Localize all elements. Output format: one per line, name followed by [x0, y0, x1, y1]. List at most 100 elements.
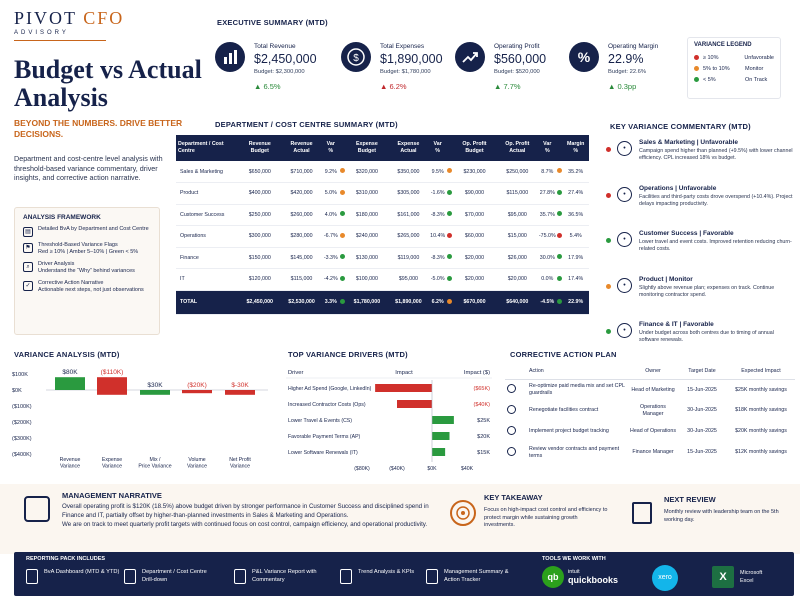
cell-m: 17.9%	[562, 247, 589, 269]
framework-title: ANALYSIS FRAMEWORK	[23, 214, 101, 221]
drilldown-icon	[124, 569, 136, 584]
action-icon	[507, 384, 516, 393]
col-impact-dollars: Impact ($)	[464, 370, 490, 376]
status-dot-icon	[446, 161, 453, 183]
status-dot-icon	[340, 211, 346, 217]
cell-rv: 4.0%	[321, 204, 340, 226]
action-icon	[507, 425, 516, 435]
cell-ea: $119,000	[388, 247, 429, 269]
cell-rv: 3.3%	[321, 290, 340, 315]
footer-item-label: Trend Analysis & KPIs	[358, 569, 415, 575]
red-dot-icon	[694, 55, 699, 60]
framework-item-title: Corrective Action Narrative	[38, 280, 104, 286]
cell-rb: $150,000	[238, 247, 282, 269]
status-dot-icon	[556, 225, 563, 248]
excel-small: Microsoft	[740, 570, 763, 576]
date-text: 15-Jun-2025	[687, 449, 717, 456]
status-dot-icon	[447, 168, 453, 173]
kpi-budget: Budget: $520,000	[494, 69, 540, 75]
table-row: Finance $150,000 $145,000 -3.3% $130,000 $119…	[176, 247, 589, 269]
framework-item: ⚑ Threshold-Based Variance Flags Red ≥ 10%…	[23, 242, 151, 256]
status-dot-icon	[339, 290, 346, 315]
brand-logo: PIVOT CFO	[14, 8, 199, 29]
table-row: Re-optimize paid media mix and set CPL g…	[505, 379, 795, 400]
quickbooks-logo-icon: qb	[542, 566, 564, 588]
column-header: Op. Profit Actual	[496, 135, 539, 161]
status-dot-icon	[447, 189, 453, 195]
cell-ra: $2,530,000	[281, 290, 322, 315]
column-header: Margin %	[562, 135, 589, 161]
kpi-value: $2,450,000	[254, 52, 317, 66]
action-icon-cell	[505, 400, 527, 421]
cell-pv: 27.8%	[538, 182, 557, 205]
dept-summary-table: Department / Cost Centre Revenue Budget Re…	[176, 135, 589, 315]
cell-pv: 0.0%	[538, 268, 557, 291]
status-dot-icon	[606, 192, 611, 198]
kpi-change: ▲ 6.2%	[380, 82, 407, 91]
column-header: Revenue Budget	[238, 135, 282, 161]
cell-pv: -4.5%	[538, 290, 557, 315]
status-dot-icon	[340, 168, 346, 173]
commentary-item: • Operations | Unfavorable Facilities and …	[605, 185, 793, 228]
status-dot-icon	[446, 182, 453, 205]
status-dot-icon	[339, 225, 346, 248]
cell-pb: $230,000	[452, 161, 497, 183]
box-icon: •	[617, 277, 632, 293]
commentary-title: Customer Success | Favorable	[639, 230, 734, 237]
qb-small: intuit	[568, 569, 580, 575]
status-dot-icon	[339, 182, 346, 205]
narrative-text-2: We are on track to meet quarterly profit…	[62, 521, 428, 528]
x-tick-label: Volume Variance	[187, 457, 207, 470]
commentary-title: KEY VARIANCE COMMENTARY (MTD)	[610, 122, 751, 131]
dept-name: Customer Success	[176, 204, 239, 226]
cell-ea: $1,890,000	[388, 290, 429, 315]
framework-item: ⌕ Driver Analysis Understand the “Why” beh…	[23, 261, 151, 275]
status-dot-icon	[556, 275, 562, 281]
status-dot-icon	[556, 298, 562, 304]
kpi-value: 22.9%	[608, 52, 644, 66]
executive-summary: EXECUTIVE SUMMARY (MTD) Total Revenue $2…	[207, 12, 792, 112]
status-dot-icon	[340, 254, 346, 260]
cell-pb: $20,000	[452, 247, 497, 269]
cell-m: 36.5%	[562, 204, 589, 226]
cell-ea: $350,000	[388, 161, 429, 183]
footer-item-label: P&L Variance Report with Commentary	[252, 569, 317, 583]
legend-range: < 5%	[703, 76, 716, 83]
table-header-row: Action Owner Target Date Expected Impact	[505, 364, 795, 380]
commentary-desc: Lower travel and event costs. Improved r…	[639, 239, 792, 252]
quickbooks-label: intuit quickbooks	[568, 568, 618, 586]
cell-rv: -3.3%	[321, 247, 340, 269]
x-tick-label: Revenue Variance	[60, 457, 81, 470]
commentary-title: Sales & Marketing | Unfavorable	[639, 139, 738, 146]
brand-name: PIVOT	[14, 8, 77, 28]
cell-ea: $305,000	[388, 182, 429, 205]
bar-chart-icon	[215, 42, 245, 72]
driver-bar	[397, 400, 432, 408]
legend-label: On Track	[745, 76, 768, 83]
action-icon-cell	[505, 442, 527, 463]
commentary-desc: Campaign spend higher than planned (+9.5…	[639, 148, 793, 161]
status-dot-icon	[606, 147, 611, 152]
cell-pa: $115,000	[496, 182, 539, 205]
framework-item: ▤ Detailed BvA by Department and Cost Cen…	[23, 226, 151, 237]
bar-value-label: ($110K)	[101, 369, 124, 376]
dept-name: TOTAL	[176, 290, 239, 315]
commentary-item: • Customer Success | Favorable Lower trave…	[605, 230, 793, 273]
brand-sub: ADVISORY	[14, 30, 69, 36]
status-dot-icon	[556, 204, 563, 226]
x-tick-label: $0K	[427, 466, 437, 472]
date-text: 15-Jun-2025	[687, 386, 717, 393]
cell-ev: 6.2%	[428, 290, 447, 315]
date-text: 30-Jun-2025	[687, 407, 717, 414]
qb-big: quickbooks	[568, 575, 619, 585]
commentary-desc: Slightly above revenue plan; expenses on…	[639, 284, 775, 298]
owner-text: Finance Manager	[632, 449, 674, 456]
y-tick-label: ($300K)	[12, 436, 32, 442]
driver-label: Lower Travel & Events (CS)	[288, 418, 352, 424]
bar-value-label: $-30K	[231, 382, 249, 389]
dollar-icon: $	[341, 42, 371, 72]
icon-col	[505, 364, 527, 380]
commentary-title: Product | Monitor	[639, 275, 693, 283]
excel-logo-icon: X	[712, 566, 734, 588]
x-tick-label: $40K	[461, 466, 474, 472]
